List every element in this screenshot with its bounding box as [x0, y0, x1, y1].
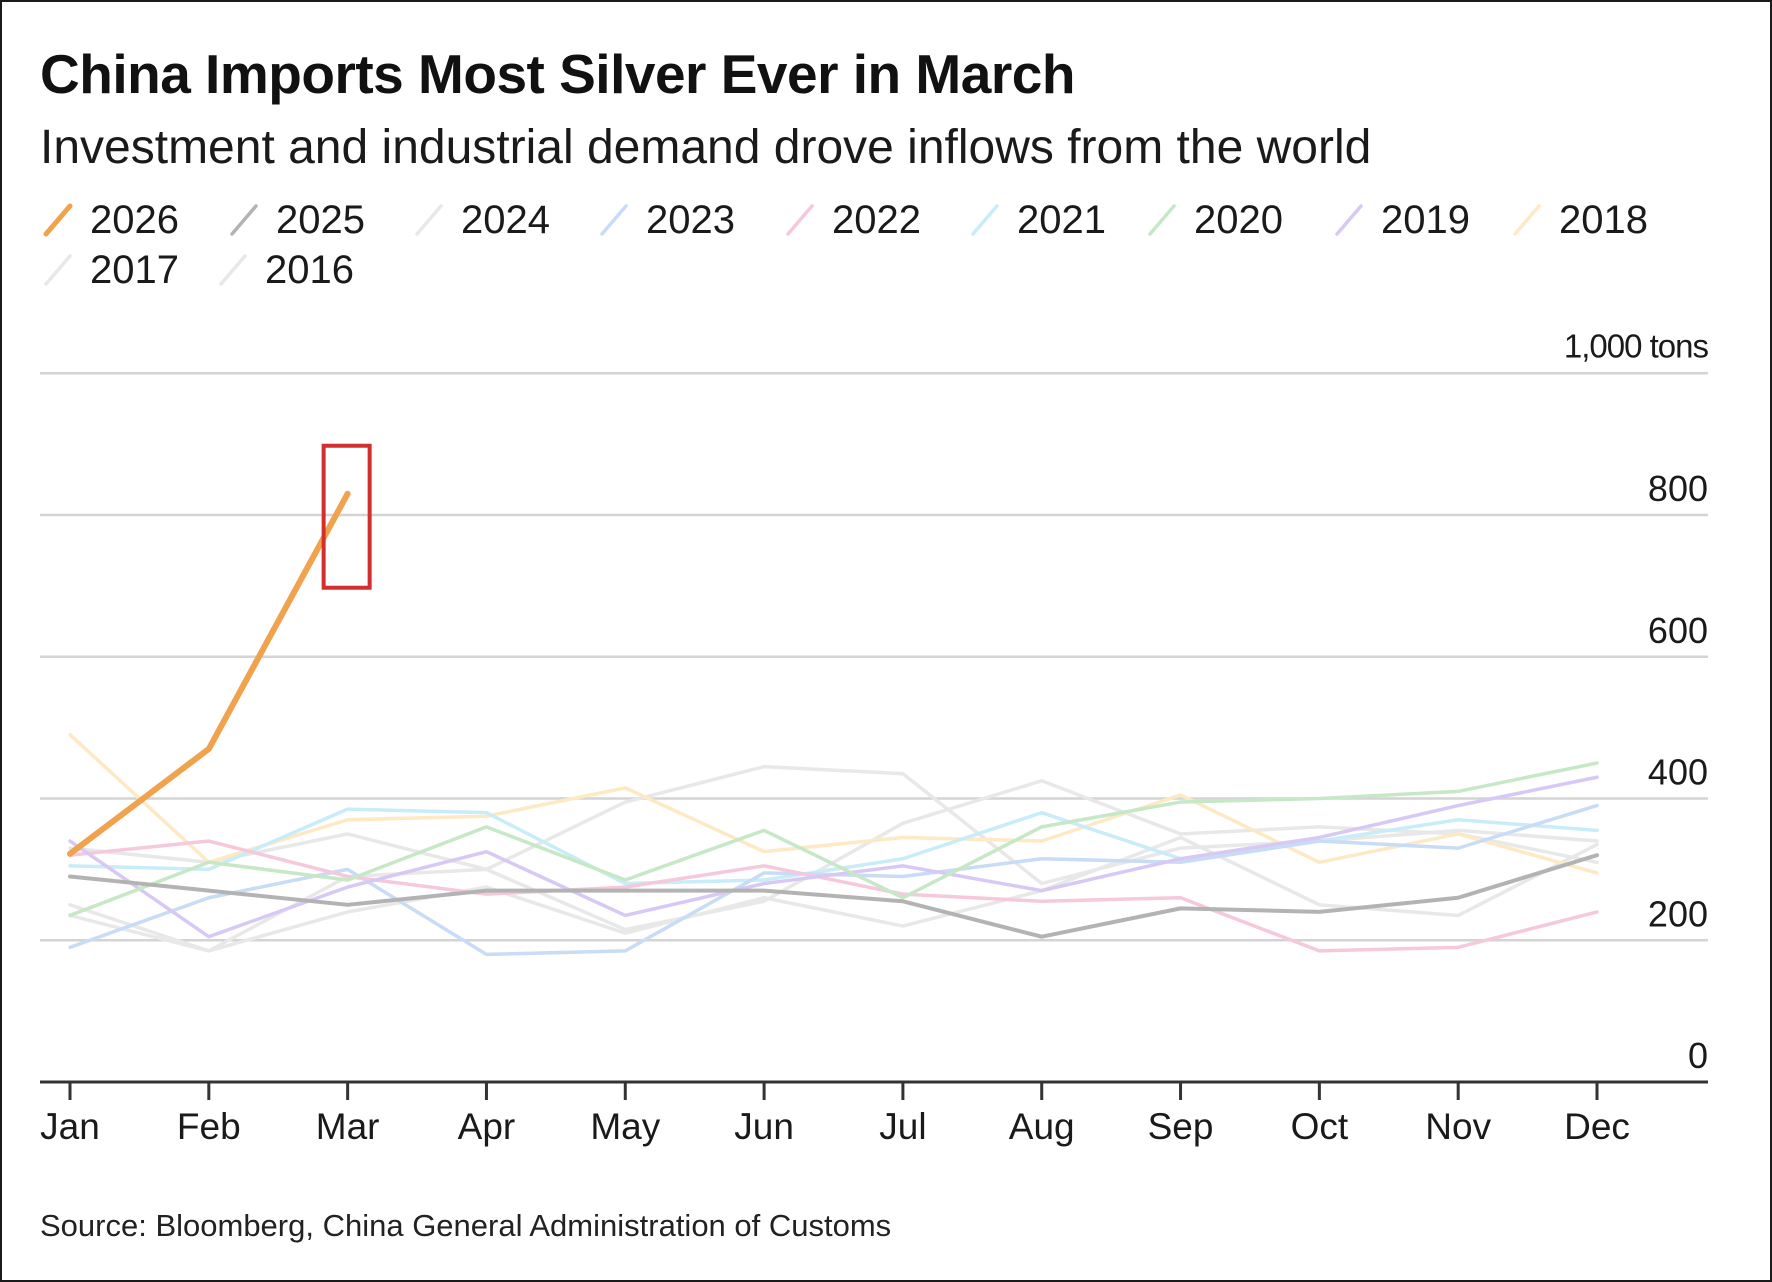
series-line-2022: [68, 839, 1599, 953]
chart-title: China Imports Most Silver Ever in March: [40, 43, 1075, 105]
legend-item-2022: 2022: [782, 195, 921, 245]
legend-item-2016: 2016: [215, 245, 354, 295]
x-tick-label-sep: Sep: [1148, 1106, 1214, 1147]
x-tick-label-jan: Jan: [40, 1106, 100, 1147]
highlight-box: [321, 443, 372, 590]
source-note: Source: Bloomberg, China General Adminis…: [40, 1208, 892, 1243]
legend-label-2025: 2025: [276, 197, 365, 242]
x-tick-label-aug: Aug: [1009, 1106, 1075, 1147]
y-tick-label-0: 0: [1688, 1035, 1708, 1076]
series-line-2019: [68, 775, 1599, 939]
legend-swatch-2023: [600, 204, 628, 236]
legend-label-2018: 2018: [1559, 197, 1648, 242]
legend-swatch-2022: [786, 204, 814, 236]
legend-swatch-2025: [230, 204, 258, 236]
legend-item-2021: 2021: [967, 195, 1106, 245]
legend-label-2022: 2022: [832, 197, 921, 242]
series-line-2026: [67, 490, 351, 857]
legend-label-2024: 2024: [461, 197, 550, 242]
legend-label-2021: 2021: [1017, 197, 1106, 242]
y-tick-label-200: 200: [1648, 893, 1708, 934]
x-tick-label-dec: Dec: [1564, 1106, 1630, 1147]
chart-subtitle: Investment and industrial demand drove i…: [40, 121, 1372, 174]
y-tick-label-400: 400: [1648, 752, 1708, 793]
legend-label-2016: 2016: [265, 247, 354, 292]
x-tick-label-apr: Apr: [458, 1106, 516, 1147]
legend-item-2026: 2026: [40, 195, 179, 245]
legend-swatch-2019: [1335, 204, 1363, 236]
legend-item-2025: 2025: [226, 195, 365, 245]
series-line-2020: [68, 761, 1599, 918]
legend-swatch-2020: [1148, 204, 1176, 236]
y-unit-label: 1,000 tons: [1564, 327, 1709, 364]
y-tick-label-600: 600: [1648, 610, 1708, 651]
legend-swatch-2018: [1513, 204, 1541, 236]
series-line-2016: [68, 835, 1599, 953]
legend-label-2023: 2023: [646, 197, 735, 242]
legend-label-2019: 2019: [1381, 197, 1470, 242]
legend-swatch-2021: [971, 204, 999, 236]
series-line-2025: [68, 853, 1599, 939]
legend-swatch-2016: [219, 254, 247, 286]
x-tick-label-oct: Oct: [1291, 1106, 1349, 1147]
legend-swatch-2026: [43, 203, 73, 237]
legend-label-2017: 2017: [90, 247, 179, 292]
legend-label-2020: 2020: [1194, 197, 1283, 242]
series-line-2018: [68, 732, 1599, 875]
legend-item-2020: 2020: [1144, 195, 1283, 245]
legend-item-2024: 2024: [411, 195, 550, 245]
series-line-2021: [68, 807, 1599, 886]
legend-item-2017: 2017: [40, 245, 179, 295]
legend-item-2018: 2018: [1509, 195, 1648, 245]
series-line-2024: [68, 764, 1599, 886]
x-tick-label-feb: Feb: [177, 1106, 241, 1147]
x-tick-label-jul: Jul: [879, 1106, 926, 1147]
x-tick-label-jun: Jun: [734, 1106, 794, 1147]
legend-item-2019: 2019: [1331, 195, 1470, 245]
x-tick-label-nov: Nov: [1425, 1106, 1491, 1147]
y-tick-label-800: 800: [1648, 468, 1708, 509]
x-tick-label-may: May: [590, 1106, 660, 1147]
legend-label-2026: 2026: [90, 197, 179, 242]
legend-swatch-2024: [415, 204, 443, 236]
legend-item-2023: 2023: [596, 195, 735, 245]
x-tick-label-mar: Mar: [316, 1106, 380, 1147]
legend-swatch-2017: [44, 254, 72, 286]
